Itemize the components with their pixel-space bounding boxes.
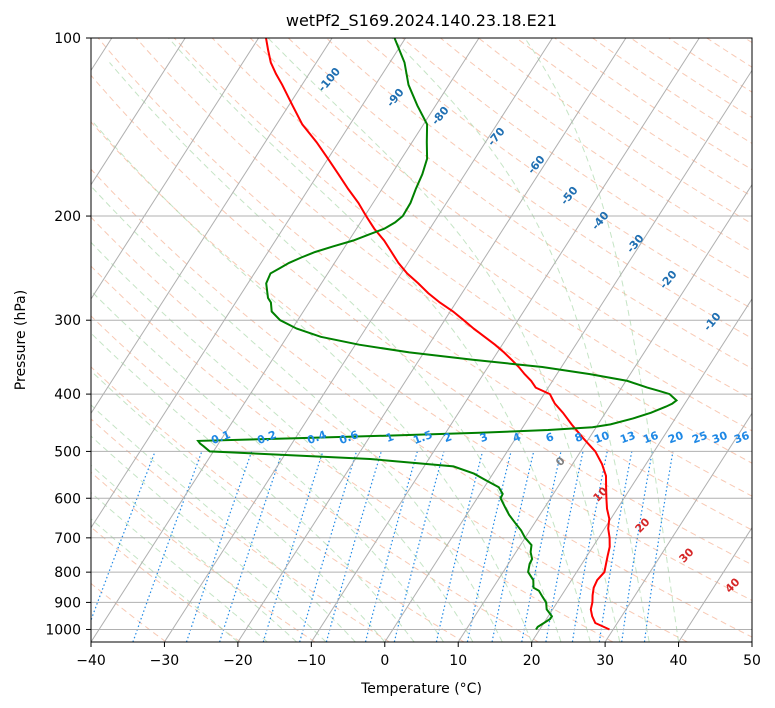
x-tick-label: 50 xyxy=(743,653,761,669)
isotherm-line xyxy=(237,38,627,642)
mixing-ratio-line xyxy=(435,451,484,642)
grid-lines xyxy=(91,38,752,642)
dry-adiabat xyxy=(91,366,465,642)
mixing-ratio-label: 0.6 xyxy=(337,428,360,447)
moist-adiabat xyxy=(91,118,533,642)
mixing-ratio-line xyxy=(621,451,653,642)
x-tick-label: 40 xyxy=(670,653,688,669)
moist-adiabat xyxy=(91,332,415,642)
isotherm-line xyxy=(91,38,480,642)
mixing-ratio-line xyxy=(262,451,324,642)
y-tick-label: 900 xyxy=(54,595,81,611)
moist-adiabat xyxy=(109,62,562,642)
y-tick-label: 400 xyxy=(54,387,81,403)
dry-adiabat xyxy=(91,216,688,642)
y-tick-label: 1000 xyxy=(45,622,81,638)
y-tick-label: 500 xyxy=(54,444,81,460)
y-axis-label: Pressure (hPa) xyxy=(13,290,29,390)
moist-adiabat xyxy=(91,435,327,642)
x-tick-label: −30 xyxy=(150,653,180,669)
moist-adiabat xyxy=(267,38,621,642)
mixing-ratio-line xyxy=(185,451,253,642)
mixing-ratio-label: 20 xyxy=(666,429,685,447)
dry-adiabat xyxy=(91,526,241,642)
x-tick-label: −40 xyxy=(76,653,106,669)
profiles xyxy=(196,38,679,631)
moist-adiabat xyxy=(91,404,356,642)
moist-adiabat xyxy=(168,38,591,642)
mixing-ratio-label: 36 xyxy=(732,429,751,447)
mixing-ratio-line xyxy=(598,451,633,642)
mixing-ratio-label: 25 xyxy=(690,429,709,446)
mixing-ratio-label: 4 xyxy=(511,430,523,445)
y-tick-label: 800 xyxy=(54,565,81,581)
y-tick-label: 700 xyxy=(54,531,81,547)
isotherm-line xyxy=(91,38,333,415)
mixing-ratio-line xyxy=(466,451,512,642)
y-tick-label: 300 xyxy=(54,313,81,329)
dry-adiabat xyxy=(211,38,752,432)
mixing-ratio-label: 0.2 xyxy=(255,428,278,447)
dry-adiabat xyxy=(91,265,614,642)
mixing-ratio-line xyxy=(219,451,283,642)
x-tick-label: −10 xyxy=(297,653,327,669)
mixing-ratio-label: 30 xyxy=(710,429,729,447)
mixing-ratio-label: 1.5 xyxy=(411,428,434,447)
mixing-ratio-line xyxy=(299,451,358,642)
dry-adiabat xyxy=(91,168,752,638)
chart-title: wetPf2_S169.2024.140.23.18.E21 xyxy=(286,11,557,31)
isotherm-line xyxy=(604,412,752,642)
mixing-ratio-label: 2 xyxy=(442,430,454,445)
dry-adiabat xyxy=(91,74,752,566)
x-tick-label: 30 xyxy=(596,653,614,669)
x-axis-label: Temperature (°C) xyxy=(360,681,482,697)
mixing-ratio-line xyxy=(91,451,156,622)
moist-adiabat xyxy=(91,241,474,642)
plot-frame xyxy=(90,37,753,643)
isotherm-line xyxy=(678,526,752,642)
mixing-ratio-label: 1 xyxy=(384,430,396,445)
mixing-ratio-label: 16 xyxy=(641,429,660,447)
x-tick-label: −20 xyxy=(223,653,253,669)
dry-adiabat xyxy=(91,121,752,601)
y-tick-label: 100 xyxy=(54,31,81,47)
mixing-ratio-label: 8 xyxy=(573,430,585,445)
x-tick-label: 0 xyxy=(380,653,389,669)
mixing-ratio-line xyxy=(364,451,418,642)
mixing-ratio-label: 10 xyxy=(592,429,611,447)
mixing-ratio-line xyxy=(325,451,382,642)
temperature-line xyxy=(265,38,611,631)
dry-adiabat xyxy=(91,471,316,642)
mixing-ratio-label: 0.4 xyxy=(305,428,328,447)
isotherm-line xyxy=(384,69,752,642)
moist-adiabat xyxy=(391,38,650,642)
dry-adiabat xyxy=(249,38,752,400)
isotherm-line xyxy=(310,38,700,642)
mixing-ratio-label: 6 xyxy=(544,430,556,445)
isotherm-line xyxy=(91,38,260,300)
mixing-ratio-label: 0.1 xyxy=(209,428,232,447)
dry-adiabat xyxy=(287,38,752,370)
x-tick-label: 10 xyxy=(449,653,467,669)
moist-adiabat xyxy=(91,370,386,642)
moist-adiabat xyxy=(91,491,268,642)
axis-ticks: −40 −30 −20 −10 0 10 20 30 40 5010020030040050060… xyxy=(45,31,761,669)
mixing-ratio-label: 3 xyxy=(478,430,490,445)
isotherm-line xyxy=(91,38,186,186)
dry-adiabat xyxy=(91,315,539,642)
moist-adiabat xyxy=(524,38,680,642)
isotherm-line xyxy=(163,38,553,642)
y-tick-label: 200 xyxy=(54,209,81,225)
mixing-ratio-line xyxy=(643,451,674,642)
mixing-ratio-label: 13 xyxy=(618,429,637,446)
dewpoint-line xyxy=(196,38,679,631)
isotherm-line xyxy=(457,183,752,642)
x-tick-label: 20 xyxy=(523,653,541,669)
isotherm-line xyxy=(531,298,752,642)
y-tick-label: 600 xyxy=(54,491,81,507)
isotherm-line xyxy=(91,38,406,529)
